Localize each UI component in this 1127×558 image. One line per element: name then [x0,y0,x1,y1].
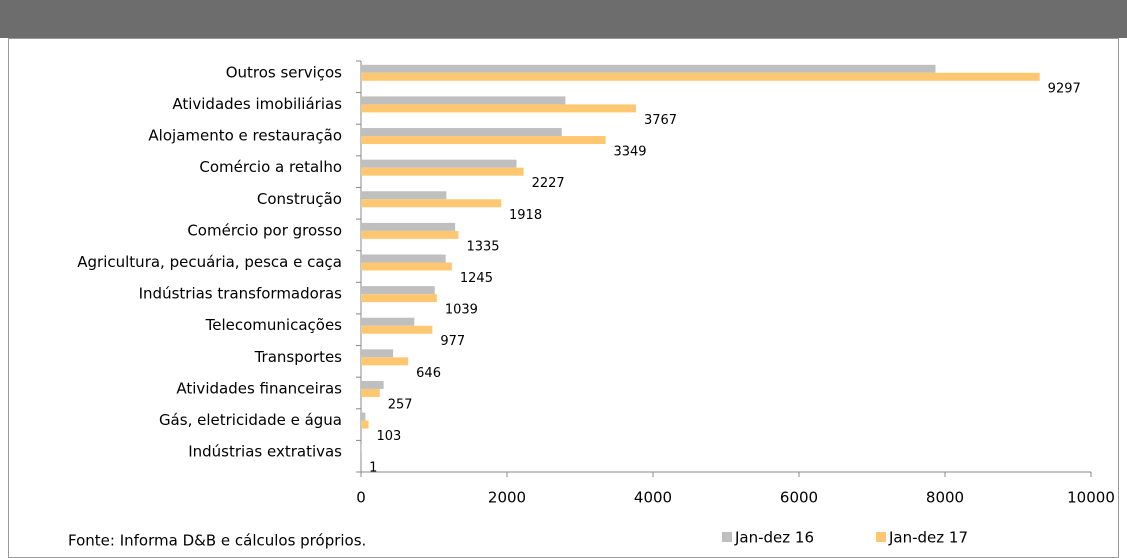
value-label: 257 [388,397,413,412]
y-tick-label: Transportes [254,348,343,366]
value-label: 103 [377,429,402,444]
value-label: 9297 [1048,81,1081,96]
bar [361,262,452,271]
value-label: 3767 [644,113,677,128]
bar [361,357,409,366]
bar [361,325,433,334]
bar [361,159,517,168]
y-tick-label: Construção [257,190,342,208]
bar [361,380,384,389]
bar [361,230,459,239]
bar [361,136,606,145]
bar [361,412,366,421]
bar [361,317,415,326]
x-tick-label: 0 [356,489,366,507]
header-bar [0,0,1127,38]
y-tick-label: Gás, eletricidade e água [159,411,342,429]
bar [361,104,636,113]
y-tick-label: Outros serviços [226,63,342,81]
bar [361,349,394,358]
bar [361,294,437,303]
y-tick-label: Indústrias transformadoras [139,285,343,303]
value-label: 1335 [466,239,499,254]
x-tick-label: 4000 [634,489,672,507]
bar [361,191,447,200]
legend-label: Jan-dez 16 [734,529,814,547]
x-tick-label: 2000 [488,489,526,507]
value-label: 1245 [460,271,493,286]
legend-swatch [722,532,732,542]
y-tick-label: Atividades imobiliárias [172,95,342,113]
y-tick-label: Atividades financeiras [176,379,342,397]
bar [361,199,502,208]
y-tick-label: Agricultura, pecuária, pesca e caça [77,253,342,271]
legend-label: Jan-dez 17 [888,529,968,547]
bar [361,96,566,105]
value-label: 1039 [445,303,478,318]
value-label: 646 [416,366,441,381]
y-tick-label: Indústrias extrativas [188,443,342,461]
bar [361,167,524,176]
bar [361,72,1040,81]
value-label: 1918 [509,208,542,223]
bar [361,128,562,137]
value-label: 1 [369,461,377,476]
bar [361,388,380,397]
bar [361,254,446,263]
legend-swatch [876,532,886,542]
x-tick-label: 6000 [780,489,818,507]
bar [361,222,456,231]
y-tick-label: Comércio a retalho [199,158,342,176]
bar [361,286,435,295]
value-label: 3349 [613,145,646,160]
x-tick-label: 8000 [926,489,964,507]
y-tick-label: Alojamento e restauração [148,127,342,145]
y-tick-label: Comércio por grosso [187,221,342,239]
y-tick-label: Telecomunicações [205,316,343,334]
value-label: 2227 [532,176,565,191]
x-tick-label: 10000 [1067,489,1115,507]
source-note: Fonte: Informa D&B e cálculos próprios. [68,532,366,550]
value-label: 977 [440,334,465,349]
bar [361,420,369,429]
bar [361,64,936,73]
